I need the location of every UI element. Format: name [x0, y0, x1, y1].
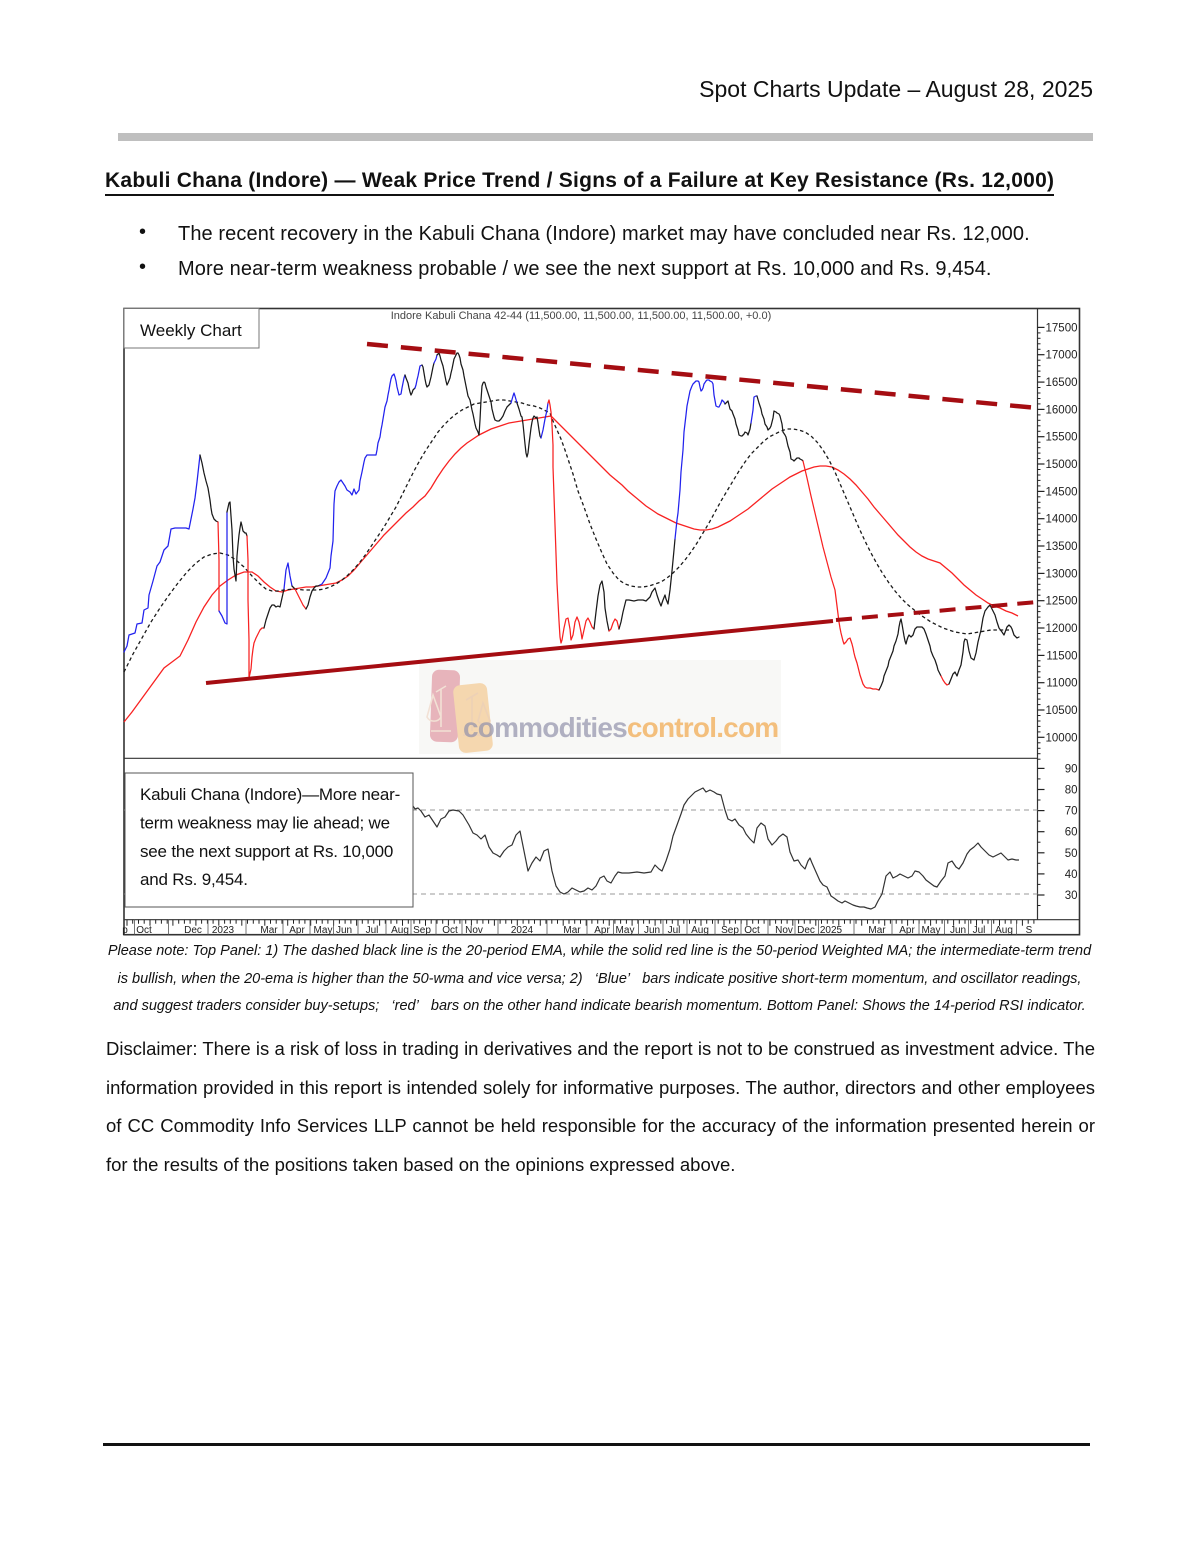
svg-text:16500: 16500	[1046, 377, 1078, 389]
svg-text:60: 60	[1065, 827, 1078, 839]
svg-text:Jul: Jul	[973, 925, 986, 936]
svg-text:12000: 12000	[1046, 623, 1078, 635]
svg-text:Indore Kabuli Chana 42-44 (11,: Indore Kabuli Chana 42-44 (11,500.00, 11…	[391, 310, 772, 322]
svg-text:15500: 15500	[1046, 432, 1078, 444]
svg-text:70: 70	[1065, 806, 1078, 818]
svg-text:May: May	[616, 925, 635, 936]
svg-text:Sep: Sep	[721, 925, 739, 936]
svg-text:Aug: Aug	[691, 925, 709, 936]
svg-text:Jul: Jul	[366, 925, 379, 936]
svg-text:80: 80	[1065, 785, 1078, 797]
svg-text:Nov: Nov	[465, 925, 483, 936]
svg-text:50: 50	[1065, 848, 1078, 860]
svg-text:10000: 10000	[1046, 732, 1078, 744]
svg-text:Mar: Mar	[868, 925, 886, 936]
svg-text:Aug: Aug	[391, 925, 409, 936]
svg-text:16000: 16000	[1046, 404, 1078, 416]
svg-text:Weekly Chart: Weekly Chart	[140, 321, 242, 340]
svg-text:30: 30	[1065, 890, 1078, 902]
svg-text:Mar: Mar	[260, 925, 278, 936]
svg-text:Jun: Jun	[950, 925, 966, 936]
svg-text:12500: 12500	[1046, 596, 1078, 608]
svg-text:11000: 11000	[1046, 678, 1077, 690]
svg-text:Jul: Jul	[668, 925, 681, 936]
svg-text:Sep: Sep	[413, 925, 431, 936]
svg-text:17500: 17500	[1046, 322, 1078, 334]
svg-text:13500: 13500	[1046, 541, 1078, 553]
svg-text:2025: 2025	[820, 925, 843, 936]
svg-text:Oct: Oct	[442, 925, 458, 936]
svg-text:17000: 17000	[1046, 350, 1078, 362]
svg-text:13000: 13000	[1046, 568, 1078, 580]
svg-text:May: May	[314, 925, 333, 936]
svg-text:Apr: Apr	[594, 925, 610, 936]
svg-text:commoditiescontrol.com: commoditiescontrol.com	[463, 712, 778, 743]
svg-text:Dec: Dec	[184, 925, 202, 936]
svg-text:Aug: Aug	[995, 925, 1013, 936]
svg-text:Nov: Nov	[775, 925, 793, 936]
svg-text:15000: 15000	[1046, 459, 1078, 471]
svg-text:Dec: Dec	[797, 925, 815, 936]
svg-text:Oct: Oct	[136, 925, 152, 936]
svg-text:term weakness may lie ahead; w: term weakness may lie ahead; we	[140, 813, 390, 832]
svg-text:10500: 10500	[1046, 705, 1078, 717]
svg-text:May: May	[922, 925, 941, 936]
svg-text:Mar: Mar	[563, 925, 581, 936]
svg-text:and Rs. 9,454.: and Rs. 9,454.	[140, 870, 248, 889]
svg-text:Jun: Jun	[644, 925, 660, 936]
svg-text:2024: 2024	[511, 925, 534, 936]
svg-text:Apr: Apr	[289, 925, 305, 936]
svg-text:90: 90	[1065, 763, 1078, 775]
svg-text:Kabuli Chana (Indore)—More nea: Kabuli Chana (Indore)—More near-	[140, 785, 400, 804]
svg-text:Jun: Jun	[336, 925, 352, 936]
svg-text:2023: 2023	[212, 925, 235, 936]
svg-text:Oct: Oct	[744, 925, 760, 936]
svg-text:S: S	[1026, 925, 1033, 936]
svg-text:p: p	[122, 925, 128, 936]
svg-text:see the next support at Rs. 10: see the next support at Rs. 10,000	[140, 842, 393, 861]
svg-text:11500: 11500	[1046, 650, 1077, 662]
svg-text:Apr: Apr	[899, 925, 915, 936]
svg-text:14000: 14000	[1046, 514, 1078, 526]
svg-text:40: 40	[1065, 869, 1078, 881]
svg-text:14500: 14500	[1046, 486, 1078, 498]
